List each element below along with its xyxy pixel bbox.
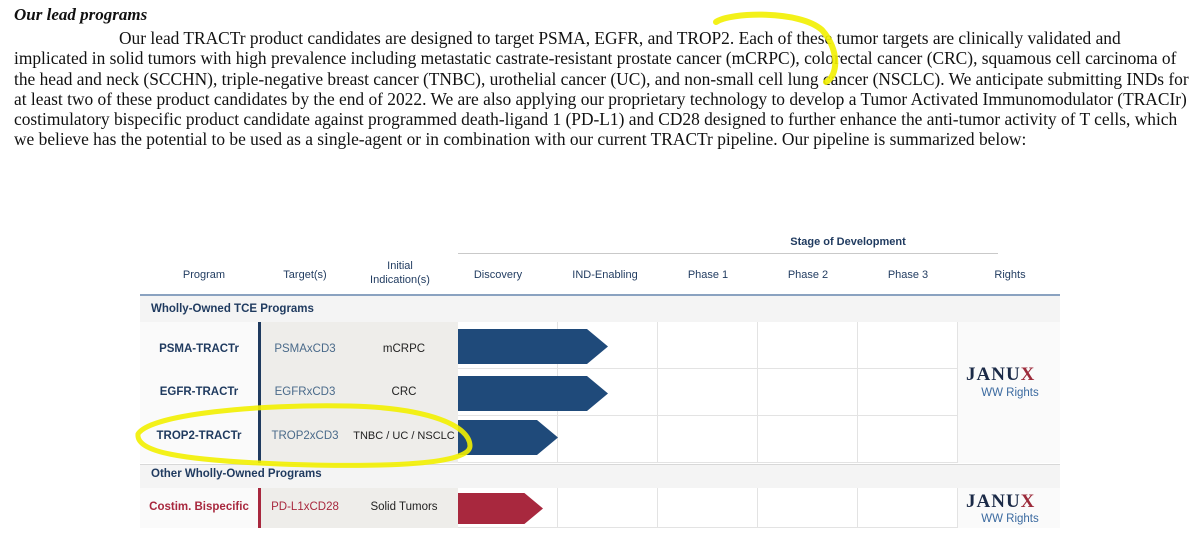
stage-grid-tce-cell	[858, 369, 958, 416]
stage-grid-tce-cell	[858, 322, 958, 369]
body-paragraph: Our lead TRACTr product candidates are d…	[14, 28, 1189, 150]
indication-costim: Solid Tumors	[370, 501, 438, 513]
stage-grid-tce-cell	[758, 369, 858, 416]
target-costim: PD-L1xCD28	[271, 501, 339, 513]
stage-grid-tce-cell	[758, 416, 858, 463]
col-rights: Rights	[994, 269, 1026, 281]
program-psma: PSMA-TRACTr	[159, 343, 239, 355]
col-indication-line1: Initial	[387, 260, 413, 272]
stage-header: Stage of Development	[790, 236, 906, 248]
stage-grid-other-cell	[858, 488, 958, 528]
program-egfr: EGFR-TRACTr	[159, 386, 239, 398]
progress-arrow-0	[458, 329, 608, 364]
target-col-divider-2	[258, 488, 261, 528]
stage-grid-tce-cell	[758, 322, 858, 369]
stage-header-rule	[458, 253, 998, 254]
col-phase1: Phase 1	[687, 269, 729, 281]
group1-row	[140, 296, 1060, 322]
col-phase2: Phase 2	[787, 269, 829, 281]
col-program: Program	[182, 269, 226, 281]
pipeline-figure: Stage of Development Program Target(s) I…	[135, 228, 1060, 538]
rights-label-2: WW Rights	[981, 513, 1039, 525]
indication-egfr: CRC	[391, 386, 417, 398]
stage-grid-other-cell	[758, 488, 858, 528]
group1-label: Wholly-Owned TCE Programs	[151, 303, 314, 315]
indication-psma: mCRPC	[382, 343, 426, 355]
stage-grid-other-cell	[558, 488, 658, 528]
rights-label-1: WW Rights	[981, 387, 1039, 399]
target-col-bg-2	[260, 488, 458, 528]
stage-grid-tce-cell	[658, 369, 758, 416]
stage-grid-tce-cell	[558, 416, 658, 463]
target-trop2: TROP2xCD3	[271, 430, 339, 442]
stage-grid-other-cell	[658, 488, 758, 528]
progress-arrows	[458, 329, 608, 524]
section-title: Our lead programs	[14, 5, 148, 24]
stage-grid-tce-cell	[858, 416, 958, 463]
progress-arrow-1	[458, 376, 608, 411]
program-trop2: TROP2-TRACTr	[156, 430, 242, 442]
progress-arrow-2	[458, 420, 558, 455]
stage-grid-tce-cell	[658, 416, 758, 463]
col-phase3: Phase 3	[887, 269, 929, 281]
group2-label: Other Wholly-Owned Programs	[151, 468, 322, 480]
target-psma: PSMAxCD3	[274, 343, 336, 355]
indication-trop2: TNBC / UC / NSCLC	[353, 430, 455, 442]
janux-logo-2: JANUX	[966, 491, 1036, 512]
target-egfr: EGFRxCD3	[274, 386, 336, 398]
col-indication-line2: Indication(s)	[370, 274, 430, 286]
janux-logo-1: JANUX	[966, 364, 1036, 385]
progress-arrow-3	[458, 493, 543, 524]
target-col-divider	[258, 322, 261, 463]
target-col-bg	[260, 322, 458, 463]
col-targets: Target(s)	[283, 269, 327, 281]
col-discovery: Discovery	[473, 269, 523, 281]
program-costim: Costim. Bispecific	[149, 501, 249, 513]
stage-grid-tce-cell	[658, 322, 758, 369]
col-indication: Initial Indication(s)	[350, 259, 450, 287]
highlight-annotation	[135, 403, 473, 468]
group2-row	[140, 464, 1060, 489]
col-ind-enabling: IND-Enabling	[572, 269, 638, 281]
header-divider	[140, 294, 1060, 296]
